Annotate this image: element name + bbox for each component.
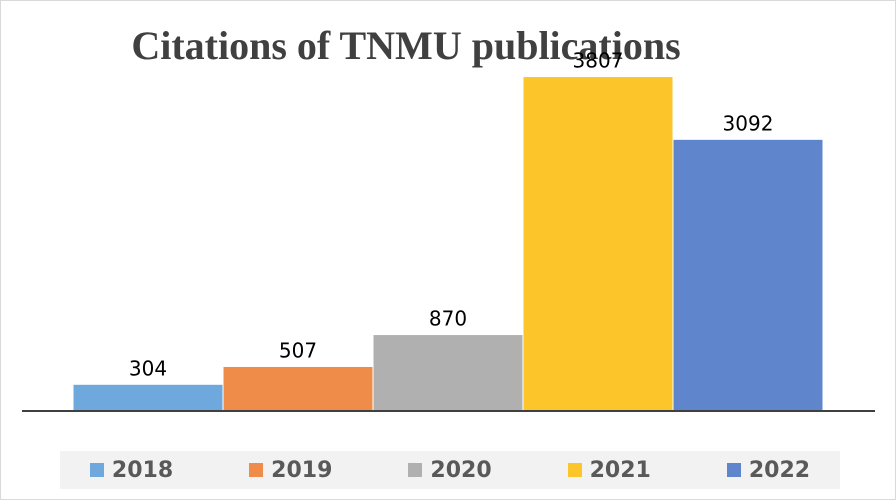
data-label-2018: 304	[129, 356, 167, 380]
legend-swatch-2019	[249, 463, 264, 477]
legend-swatch-2021	[567, 463, 582, 477]
legend-label-2019: 2019	[271, 457, 333, 483]
legend: 2018 2019 2020 2021 2022	[60, 451, 840, 489]
legend-entry-2021: 2021	[567, 457, 651, 483]
chart-title: Citations of TNMU publications	[131, 23, 681, 68]
data-label-2022: 3092	[723, 111, 774, 135]
legend-label-2021: 2021	[589, 457, 651, 483]
data-label-2021: 3807	[573, 49, 624, 73]
legend-entry-2019: 2019	[249, 458, 332, 483]
legend-background	[60, 451, 840, 489]
legend-entry-2022: 2022	[726, 457, 811, 483]
legend-swatch-2018	[89, 463, 104, 477]
bar-2022	[672, 138, 824, 412]
bar-2020	[372, 334, 524, 412]
legend-label-2020: 2020	[430, 457, 492, 483]
bar-2018	[72, 383, 224, 412]
legend-label-2018: 2018	[111, 457, 174, 483]
data-labels-group: 304 507 870 3807 3092	[129, 49, 774, 381]
legend-entry-2018: 2018	[89, 457, 174, 483]
legend-entry-2020: 2020	[408, 457, 492, 483]
data-label-2019: 507	[279, 338, 317, 362]
data-label-2020: 870	[429, 307, 467, 331]
legend-swatch-2020	[408, 463, 423, 477]
bar-2019	[222, 365, 374, 412]
bars-group	[72, 76, 824, 412]
legend-swatch-2022	[726, 463, 741, 477]
legend-label-2022: 2022	[748, 457, 811, 483]
bar-2021	[522, 76, 674, 412]
